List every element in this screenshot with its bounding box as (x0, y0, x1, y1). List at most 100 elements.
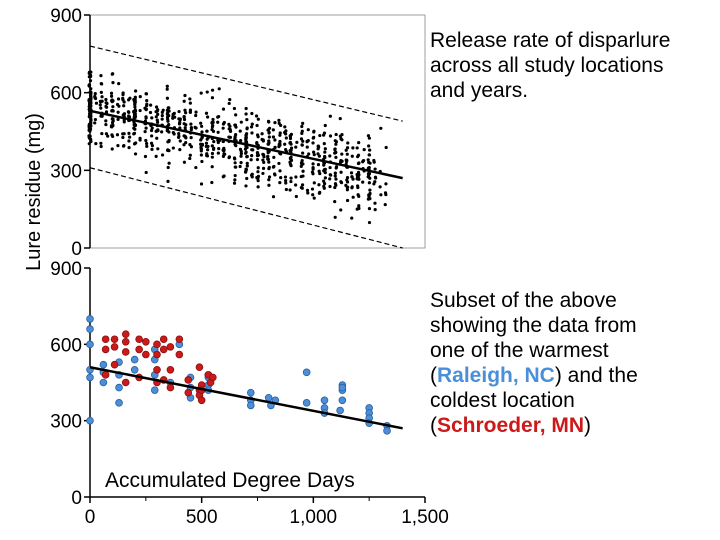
top-data-point (299, 161, 304, 165)
top-data-point (250, 131, 254, 135)
top-data-point (357, 172, 361, 177)
raleigh-point (320, 396, 329, 405)
top-data-point (345, 152, 349, 156)
top-data-point (340, 152, 344, 156)
top-data-point (310, 187, 315, 191)
top-data-point (221, 126, 225, 130)
top-data-point (322, 142, 326, 146)
top-data-point (339, 180, 343, 184)
top-data-point (177, 109, 181, 114)
top-data-point (143, 154, 148, 159)
raleigh-point (302, 368, 311, 377)
top-data-point (194, 113, 198, 118)
top-data-point (271, 135, 276, 139)
top-data-point (301, 151, 305, 155)
x-tick-label: 1,000 (290, 507, 338, 528)
raleigh-point (338, 396, 347, 405)
top-data-point (199, 121, 203, 125)
top-data-point (89, 70, 93, 74)
schroeder-point (175, 350, 184, 359)
top-data-point (156, 147, 160, 151)
top-data-point (328, 177, 332, 181)
top-data-point (299, 164, 303, 168)
y-tick-label: 900 (50, 259, 82, 280)
top-data-point (312, 150, 316, 154)
schroeder-point (153, 365, 161, 374)
top-data-point (267, 175, 272, 179)
top-data-point (355, 207, 359, 211)
raleigh-point (99, 360, 108, 369)
top-data-point (356, 161, 361, 166)
raleigh-point (338, 383, 347, 392)
raleigh-point (86, 340, 94, 349)
top-data-point (188, 110, 192, 114)
top-data-point (256, 117, 260, 121)
top-data-point (267, 160, 271, 164)
top-data-point (167, 123, 171, 127)
bottom-annotation-line1: Subset of the above (430, 289, 617, 312)
top-data-point (333, 185, 337, 190)
top-data-point (232, 106, 237, 111)
top-data-point (133, 105, 137, 109)
top-data-point (255, 176, 259, 180)
top-data-point (333, 171, 337, 175)
top-data-point (367, 144, 371, 148)
top-data-point (284, 132, 288, 136)
schroeder-point (135, 345, 143, 354)
top-data-point (294, 183, 298, 187)
top-data-point (373, 201, 377, 205)
top-data-point (267, 130, 271, 135)
top-data-point (323, 176, 327, 180)
top-data-point (349, 171, 354, 175)
top-data-point (210, 180, 214, 185)
raleigh-point (86, 325, 94, 333)
top-data-point (104, 105, 109, 109)
top-data-point (251, 148, 255, 152)
top-data-point (165, 87, 169, 91)
top-data-point (116, 97, 121, 101)
top-data-point (306, 191, 310, 195)
top-data-point (272, 155, 276, 159)
schroeder-point (197, 396, 206, 405)
raleigh-point (86, 416, 94, 425)
top-data-point (317, 191, 322, 195)
top-data-point (154, 115, 158, 119)
raleigh-label: Raleigh, NC (437, 364, 555, 387)
top-data-point (145, 102, 149, 106)
top-data-point (312, 196, 316, 200)
top-data-point (145, 99, 149, 103)
bottom-x-ticks: 0 500 1,000 1,500 (85, 497, 449, 528)
top-data-point (234, 133, 238, 137)
top-data-point (109, 94, 114, 98)
top-data-point (339, 208, 343, 212)
top-data-point (333, 182, 338, 186)
top-data-point (355, 146, 359, 150)
top-data-point (183, 108, 187, 112)
top-data-point (104, 122, 108, 127)
top-data-point (278, 169, 282, 173)
top-data-point (294, 194, 298, 199)
schroeder-point (121, 378, 130, 387)
top-data-point (334, 140, 339, 144)
top-data-point (372, 160, 376, 164)
top-data-point (367, 220, 372, 225)
top-data-point (278, 139, 282, 144)
top-data-point (245, 154, 249, 159)
top-data-point (311, 162, 315, 166)
top-data-point (289, 176, 293, 180)
top-data-point (178, 117, 182, 121)
top-data-point (165, 84, 169, 88)
top-data-point (311, 167, 315, 171)
top-data-point (322, 169, 326, 173)
top-data-point (200, 159, 204, 164)
bottom-scatter-points (86, 315, 391, 435)
top-data-point (204, 111, 209, 115)
top-data-point (210, 88, 215, 92)
top-data-point (294, 145, 298, 149)
top-data-point (307, 152, 311, 156)
top-data-point (210, 144, 214, 148)
top-data-point (295, 140, 299, 144)
top-data-point (322, 184, 326, 188)
top-data-point (244, 184, 248, 188)
top-data-point (350, 154, 354, 158)
